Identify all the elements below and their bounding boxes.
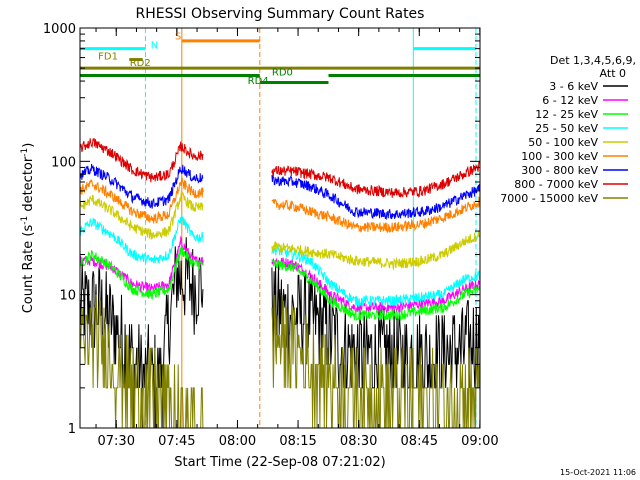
annotation-label-n: N [151,41,158,52]
y-tick-label-10: 10 [59,289,76,304]
annotation-label-rd0: RD0 [272,68,293,79]
legend-label-300-800-kev: 300 - 800 keV [521,164,598,177]
x-tick-label-08-00: 08:00 [219,434,256,449]
y-axis-label: Count Rate (s-1 detector-1) [20,143,36,314]
y-tick-label-1000: 1000 [43,22,76,37]
annotation-label-rd4: RD4 [248,76,269,87]
y-label-part-2: detector [21,156,36,216]
y-axis: 1 10 100 1000 [43,22,480,437]
y-tick-label-100: 100 [51,155,76,170]
legend-label-3-6-kev: 3 - 6 keV [549,80,598,93]
annotation-label-fd1: FD1 [98,52,118,63]
series-line-25-50-kev [79,214,481,308]
series-layer [79,138,481,429]
legend-label-12-25-kev: 12 - 25 keV [535,108,598,121]
annotation-label-s: S [175,31,181,42]
y-tick-label-1: 1 [68,422,76,437]
legend-label-6-12-kev: 6 - 12 keV [542,94,598,107]
legend-header-line-2: Att 0 [600,67,626,80]
legend-label-100-300-kev: 100 - 300 keV [521,150,598,163]
series-line-100-300-kev [79,176,481,234]
annotation-label-rd2: RD2 [130,58,151,69]
series-line-12-25-kev [79,245,481,322]
legend-label-800-7000-kev: 800 - 7000 keV [514,178,598,191]
plot-frame [79,27,481,429]
y-label-sup-2: -1 [20,148,30,157]
legend-header-line-1: Det 1,3,4,5,6,9, [550,54,636,67]
x-tick-label-08-15: 08:15 [279,434,316,449]
x-tick-label-08-30: 08:30 [340,434,377,449]
series-line-300-800-kev [79,163,481,221]
chart-title: RHESSI Observing Summary Count Rates [136,6,425,22]
series-line-800-7000-kev [79,138,481,199]
x-tick-label-09-00: 09:00 [461,434,498,449]
x-tick-label-07-45: 07:45 [158,434,195,449]
series-line-50-100-kev [79,191,480,271]
y-label-part-1: Count Rate (s [21,225,36,314]
y-label-sup-1: -1 [20,216,30,225]
x-axis: 07:30 07:45 08:00 08:15 08:30 08:45 09:00 [95,28,499,449]
footer-timestamp: 15-Oct-2021 11:06 [560,468,636,477]
x-tick-label-08-45: 08:45 [401,434,438,449]
legend-label-50-100-kev: 50 - 100 keV [528,136,598,149]
x-axis-label: Start Time (22-Sep-08 07:21:02) [174,455,385,470]
x-tick-label-07-30: 07:30 [98,434,135,449]
legend-label-25-50-kev: 25 - 50 keV [535,122,598,135]
y-label-part-3: ) [21,143,36,148]
legend-label-7000-15000-kev: 7000 - 15000 keV [500,192,598,205]
